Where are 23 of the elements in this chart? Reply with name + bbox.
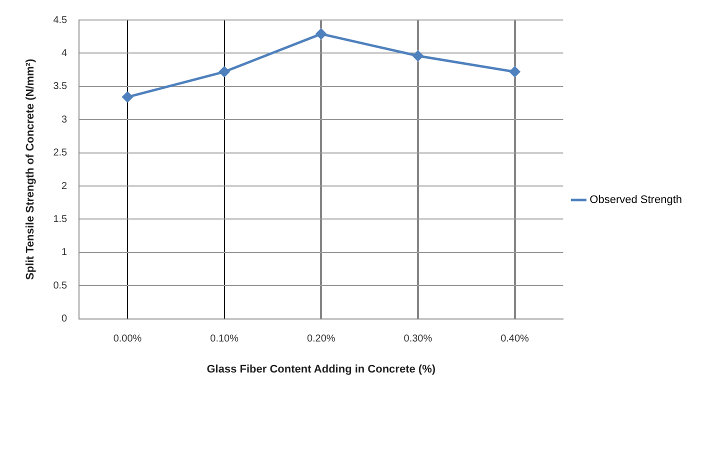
x-tick-label: 0.30% <box>404 334 432 345</box>
y-tick-label: 4.5 <box>53 14 68 26</box>
legend-label: Observed Strength <box>590 194 682 206</box>
x-axis-title: Glass Fiber Content Adding in Concrete (%) <box>206 363 436 376</box>
point <box>316 28 326 40</box>
x-tick-label: 0.10% <box>210 334 239 345</box>
y-axis-title: Split Tensile Strength of Concrete (N/mm²) <box>24 58 37 280</box>
x-tick-label: 0.20% <box>306 334 336 345</box>
y-tick-label: 1.5 <box>53 214 68 225</box>
point <box>510 66 520 78</box>
x-tick-label: 0.00% <box>113 334 142 345</box>
point <box>122 92 133 102</box>
y-tick-label: 1 <box>62 247 68 258</box>
y-tick-label: 3 <box>62 114 68 126</box>
y-tick-label: 2.5 <box>53 148 68 159</box>
y-tick-label: 4 <box>62 48 68 59</box>
y-tick-label: 3.5 <box>53 81 68 92</box>
y-tick-label: 0 <box>62 314 68 325</box>
y-tick-label: 0.5 <box>53 280 68 292</box>
x-tick-label: 0.40% <box>500 334 530 345</box>
y-tick-label: 2 <box>62 180 68 192</box>
point <box>412 50 424 62</box>
point <box>219 66 230 78</box>
